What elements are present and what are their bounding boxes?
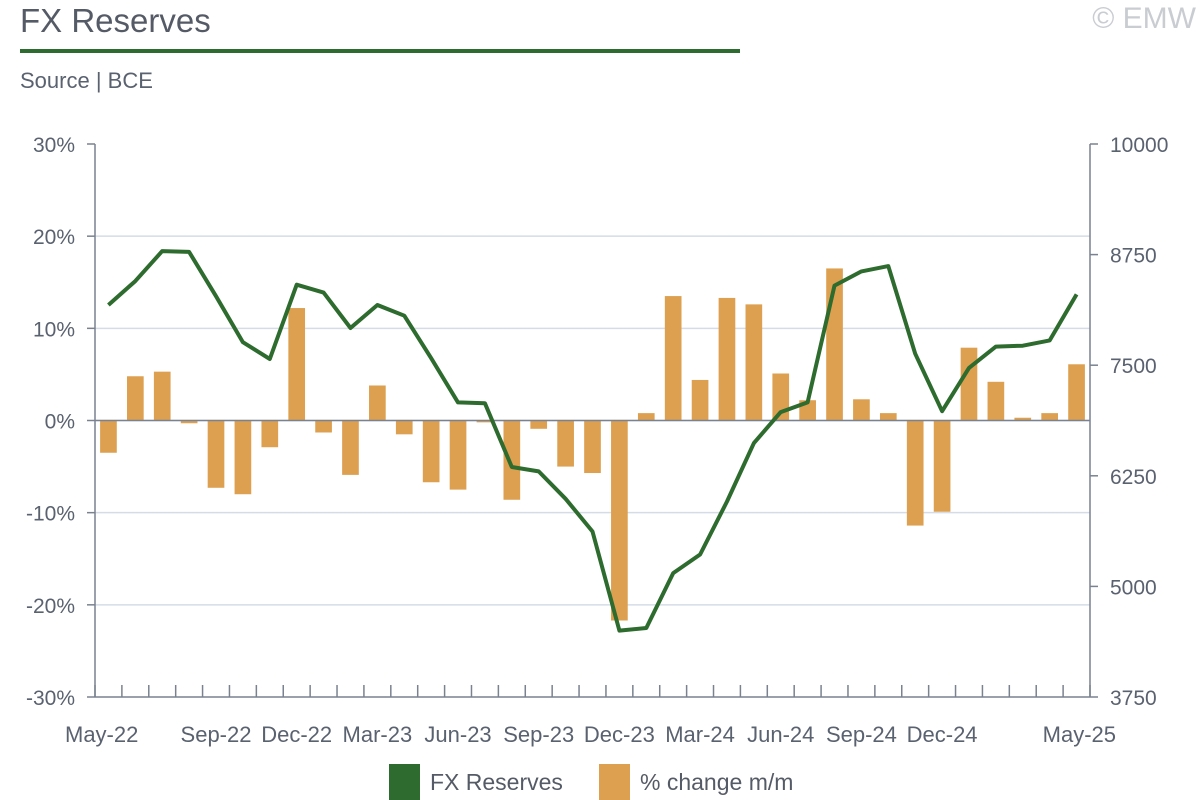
bar-Sep-22 [207,420,225,488]
bar-May-25 [1068,364,1085,421]
bar-Mar-23 [369,385,386,421]
bar-Jun-22 [127,376,144,421]
legend-item-fx-reserves[interactable]: FX Reserves [389,764,563,800]
bar-Jan-24 [637,413,655,421]
bar-Aug-22 [180,420,198,424]
axes [87,143,1098,698]
copyright-notice: © EMW [1092,2,1196,35]
x-tick-label: Sep-22 [181,722,252,747]
line-fx-reserves [107,249,1079,633]
y-right-tick-label: 5000 [1110,576,1157,599]
x-tick-label: Dec-24 [907,722,978,747]
x-tick-label: Jun-24 [747,722,814,747]
bar-Aug-23 [503,420,521,500]
bar-Feb-24 [664,296,682,421]
chart-subtitle: Source | BCE [20,68,153,93]
bar-Jul-22 [153,371,171,421]
bar-May-23 [422,420,440,483]
y-right-tick-label: 8750 [1110,245,1157,268]
bar-Oct-23 [557,420,574,467]
legend-label-fx-reserves: FX Reserves [430,768,563,795]
legend-label-change: % change m/m [640,768,794,795]
bar-Sep-24 [853,399,870,421]
bar-May-24 [745,304,763,421]
bar-Dec-24 [933,420,951,512]
x-tick-label: Mar-23 [343,722,413,747]
x-tick-label: May-22 [65,722,138,747]
y-left-tick-label: -30% [26,687,75,710]
x-tick-label: May-25 [1043,722,1116,747]
y-right-tick-label: 10000 [1110,134,1168,157]
bar-Mar-25 [1014,417,1032,421]
bar-Apr-24 [718,297,736,421]
y-left-tick-label: 10% [33,318,75,341]
y-left-tick-label: -10% [26,503,75,526]
y-left-tick-label: 0% [45,411,75,434]
title-underline [20,49,740,53]
bar-Oct-22 [234,420,252,495]
bar-Feb-25 [987,381,1005,421]
chart-title: FX Reserves [20,2,211,39]
x-tick-label: Sep-23 [503,722,574,747]
x-tick-label: Sep-24 [826,722,897,747]
y-left-tick-label: 20% [33,226,75,249]
bar-Jul-23 [476,420,494,423]
bar-May-22 [100,420,117,453]
legend-swatch-change [599,764,630,800]
y-right-tick-label: 6250 [1110,466,1157,489]
legend: FX Reserves % change m/m [0,764,1200,800]
bar-Jan-25 [960,347,978,421]
bar-Oct-24 [879,413,897,421]
x-tick-label: Dec-22 [261,722,332,747]
bar-Sep-23 [530,420,548,429]
x-tick-label: Mar-24 [665,722,735,747]
bar-series-change [100,268,1085,621]
y-left-tick-label: -20% [26,595,75,618]
bar-Apr-25 [1041,413,1058,421]
y-right-tick-label: 3750 [1110,687,1157,710]
bar-Dec-23 [611,420,628,621]
bar-Jun-23 [449,420,467,490]
x-tick-label: Jun-23 [424,722,491,747]
bar-Nov-24 [906,420,924,526]
bar-Dec-22 [288,308,306,421]
bar-Feb-23 [342,420,359,475]
bar-Apr-23 [395,420,413,435]
bar-Mar-24 [691,379,709,421]
bar-Jan-23 [315,420,332,433]
fx-reserves-chart: 30% 20% 10% 0% -10% -20% -30% 10000 8750 7500 6250… [26,134,1168,747]
legend-swatch-fx-reserves [389,764,420,800]
bar-Nov-22 [261,420,279,448]
x-tick-label: Dec-23 [584,722,655,747]
y-right-tick-label: 7500 [1110,355,1157,378]
y-left-tick-label: 30% [33,134,75,157]
legend-item-change[interactable]: % change m/m [599,764,793,800]
tick-labels: 30% 20% 10% 0% -10% -20% -30% 10000 8750 7500 6250… [26,134,1168,747]
bar-Nov-23 [584,420,601,474]
line-series-reserves [107,249,1079,633]
